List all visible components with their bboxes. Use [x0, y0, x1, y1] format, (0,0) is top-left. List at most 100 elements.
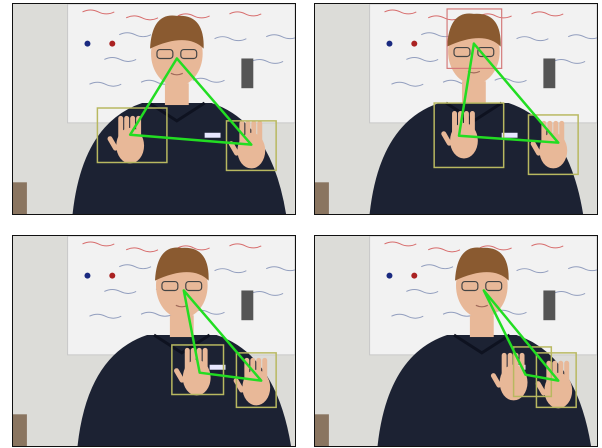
glasses-lens: [161, 280, 179, 292]
jacket: [377, 335, 592, 446]
desk-edge: [315, 414, 329, 446]
collar: [148, 101, 206, 123]
whiteboard-scribble: [251, 290, 284, 296]
whiteboard-scribble: [553, 58, 586, 64]
video-frame-4: [314, 235, 598, 447]
tracking-triangle: [457, 42, 560, 144]
whiteboard-scribble: [384, 9, 417, 15]
glasses-lens: [461, 280, 479, 292]
hand-tracking-box: [96, 107, 168, 164]
whiteboard-scribble: [119, 32, 152, 38]
right-hand: [228, 120, 266, 169]
hand-tracking-box: [235, 352, 277, 409]
scene-svg: [13, 4, 295, 214]
whiteboard-scribble: [229, 11, 262, 17]
glasses-lens: [180, 48, 198, 60]
hand-tracking-box: [433, 102, 505, 169]
video-frame-3: [12, 235, 296, 447]
magnet: [84, 40, 91, 47]
whiteboard-scribble: [531, 243, 564, 249]
whiteboard-object: [543, 290, 556, 321]
neck: [469, 315, 494, 338]
scene-svg: [13, 236, 295, 446]
whiteboard-object: [543, 58, 556, 89]
whiteboard-scribble: [119, 264, 152, 270]
collar: [453, 333, 511, 355]
left-hand: [441, 110, 478, 159]
neck: [164, 83, 189, 106]
whiteboard-scribble: [406, 288, 439, 294]
whiteboard-scribble: [479, 13, 512, 19]
whiteboard-scribble: [89, 81, 122, 87]
whiteboard-scribble: [82, 9, 115, 15]
scene-svg: [315, 236, 597, 446]
hand-tracking-box: [535, 352, 577, 409]
whiteboard-scribble: [265, 34, 295, 40]
whiteboard-scribble: [214, 36, 247, 42]
jacket: [369, 103, 584, 214]
whiteboard-scribble: [125, 15, 159, 21]
hand-tracking-box: [171, 344, 225, 396]
glasses-lens: [185, 280, 203, 292]
magnet: [386, 40, 393, 47]
whiteboard-scribble: [214, 268, 247, 274]
magnet: [386, 272, 393, 279]
hair: [154, 247, 209, 281]
hair: [455, 247, 509, 281]
video-frame-2: [314, 3, 598, 215]
whiteboard-object: [241, 290, 254, 321]
tracking-triangle: [128, 57, 253, 146]
whiteboard-scribble: [406, 56, 439, 62]
whiteboard-scribble: [479, 245, 512, 251]
whiteboard-scribble: [553, 290, 586, 296]
video-frame-1: [12, 3, 296, 215]
whiteboard-scribble: [567, 266, 597, 272]
desk-edge: [315, 182, 329, 214]
whiteboard-scribble: [104, 56, 137, 62]
collar: [153, 333, 211, 355]
hair: [150, 15, 204, 49]
whiteboard-scribble: [516, 36, 549, 42]
mouth: [170, 72, 184, 76]
whiteboard-scribble: [140, 311, 174, 317]
tracking-triangle: [482, 289, 560, 382]
whiteboard-scribble: [192, 77, 225, 83]
hand-tracking-box: [527, 114, 579, 176]
whiteboard-scribble: [494, 77, 527, 83]
jacket-badge: [204, 132, 221, 138]
magnet: [411, 40, 418, 47]
tracking-triangle: [182, 289, 263, 382]
whiteboard-scribble: [125, 247, 159, 253]
jacket-badge: [209, 364, 226, 370]
whiteboard-scribble: [567, 34, 597, 40]
jacket-badge: [501, 132, 518, 138]
whiteboard-object: [241, 58, 254, 89]
whiteboard-scribble: [516, 268, 549, 274]
whiteboard-scribble: [391, 313, 424, 319]
mouth: [475, 304, 489, 308]
whiteboard-scribble: [421, 264, 454, 270]
whiteboard-scribble: [265, 266, 295, 272]
magnet: [109, 272, 116, 279]
whiteboard-scribble: [177, 245, 210, 251]
whiteboard-scribble: [229, 243, 262, 249]
face-tracking-box: [446, 8, 503, 69]
whiteboard-scribble: [104, 288, 137, 294]
glasses-lens: [156, 48, 174, 60]
whiteboard-scribble: [251, 58, 284, 64]
scene-svg: [315, 4, 597, 214]
whiteboard-scribble: [82, 241, 115, 247]
whiteboard-scribble: [427, 247, 461, 253]
whiteboard-scribble: [384, 241, 417, 247]
whiteboard-scribble: [177, 13, 210, 19]
magnet: [411, 272, 418, 279]
jacket: [77, 335, 292, 446]
whiteboard-scribble: [531, 11, 564, 17]
whiteboard-scribble: [89, 313, 122, 319]
desk-edge: [13, 414, 27, 446]
whiteboard-scribble: [391, 81, 424, 87]
magnet: [109, 40, 116, 47]
glasses-lens: [453, 46, 471, 58]
neck: [169, 315, 194, 338]
glasses-lens: [485, 280, 503, 292]
